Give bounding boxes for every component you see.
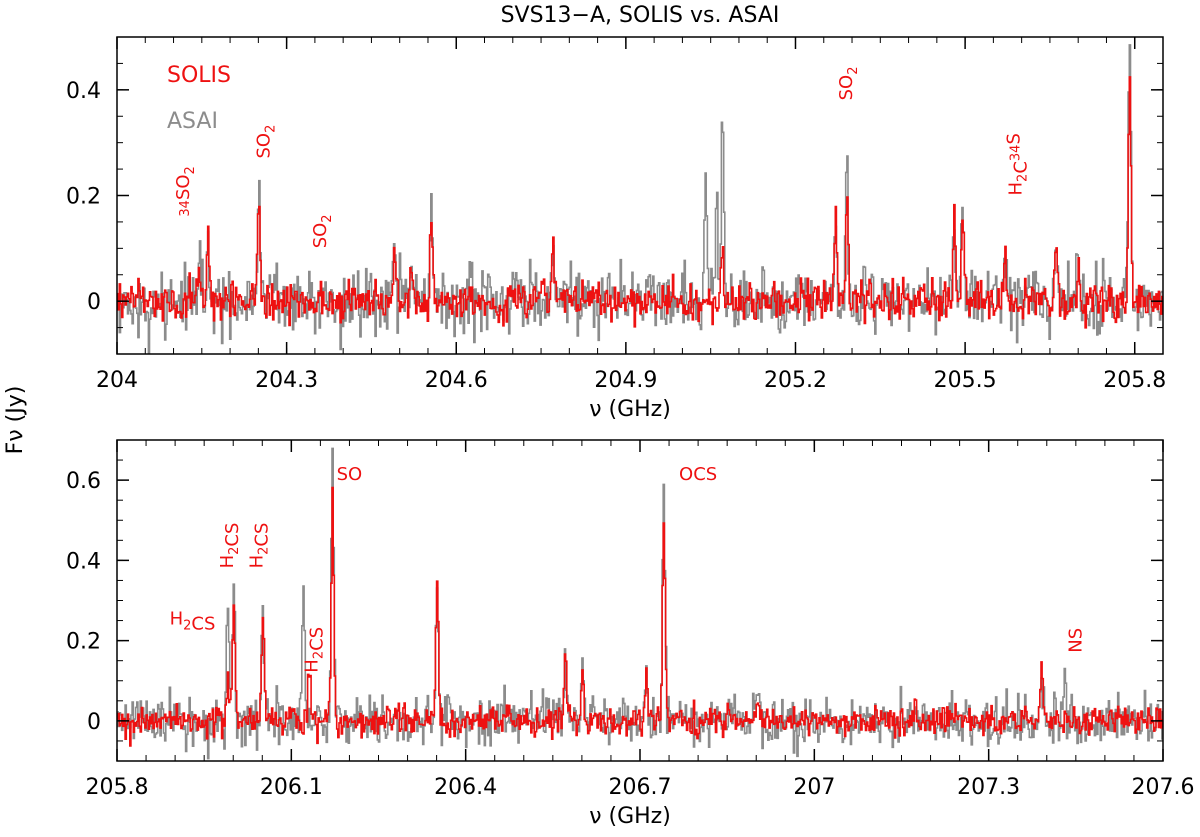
x-tick-label: 206.7 [609, 775, 672, 800]
x-tick-label: 205.8 [1103, 368, 1166, 393]
x-tick-label: 204.6 [425, 368, 488, 393]
legend-item-asai: ASAI [167, 109, 218, 134]
chart-title: SVS13−A, SOLIS vs. ASAI [501, 3, 780, 28]
y-tick-label: 0.4 [66, 549, 101, 574]
y-tick-label: 0.2 [66, 185, 101, 210]
line-annotation: SO2 [310, 214, 335, 248]
line-annotation: SO2 [254, 125, 279, 159]
y-axis-label: Fν (Jy) [3, 386, 28, 455]
legend-item-solis: SOLIS [167, 63, 231, 88]
line-annotation: H2CS [246, 523, 272, 569]
line-annotation: H2CS [302, 627, 328, 673]
series-line-solis [117, 486, 1163, 747]
line-annotation: H2CS [217, 523, 243, 569]
x-tick-label: 205.8 [86, 775, 149, 800]
line-annotation: SO2 [836, 67, 861, 101]
line-annotation: H2CS [170, 609, 216, 635]
x-tick-label: 205.5 [934, 368, 997, 393]
x-axis-label: ν (GHz) [589, 804, 671, 829]
x-axis-label: ν (GHz) [589, 397, 671, 422]
x-tick-label: 206.1 [260, 775, 323, 800]
line-annotation: OCS [679, 464, 717, 485]
x-tick-label: 207.3 [957, 775, 1020, 800]
line-annotation: SO [337, 464, 363, 485]
series-line-solis [117, 76, 1163, 329]
x-tick-label: 205.2 [764, 368, 827, 393]
chart-panel-1: 204 204.3 204.6 204.9 205.2 205.5 205.8 0 0.2 0.4… [66, 36, 1166, 422]
line-annotation: H2C34S [1004, 133, 1032, 195]
line-annotation: NS [1066, 628, 1087, 653]
y-tick-label: 0 [87, 710, 101, 735]
x-tick-label: 204 [96, 368, 138, 393]
chart-panel-2: 205.8 206.1 206.4 206.7 207 207.3 207.6 0 0.2 0.4… [66, 439, 1195, 829]
x-tick-label: 207.6 [1132, 775, 1195, 800]
y-tick-label: 0.6 [66, 469, 101, 494]
y-tick-label: 0.4 [66, 79, 101, 104]
x-tick-label: 204.9 [594, 368, 657, 393]
x-tick-label: 206.4 [434, 775, 497, 800]
y-tick-label: 0.2 [66, 630, 101, 655]
x-tick-label: 204.3 [255, 368, 318, 393]
line-annotation: 34SO2 [173, 166, 198, 216]
x-tick-label: 207 [793, 775, 835, 800]
y-tick-label: 0 [87, 290, 101, 315]
